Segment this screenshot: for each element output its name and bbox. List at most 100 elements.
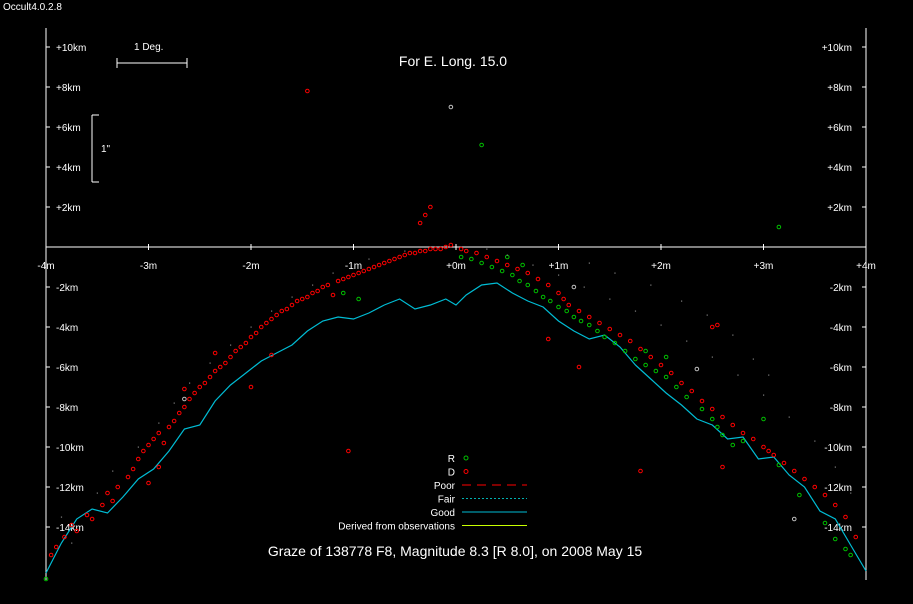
data-point	[89, 516, 95, 522]
data-point	[250, 326, 252, 328]
data-point	[499, 268, 505, 274]
data-point	[504, 262, 510, 268]
data-point	[766, 448, 771, 454]
series-misc	[182, 104, 797, 522]
data-point	[638, 346, 643, 352]
data-point	[112, 470, 114, 472]
data-point	[135, 456, 141, 462]
y-tick-label-right: +6km	[827, 123, 852, 134]
data-point	[822, 492, 828, 498]
y-tick-label-left: +8km	[56, 83, 81, 94]
x-tick-label: +3m	[754, 261, 774, 272]
y-tick-label-left: +2km	[56, 203, 81, 214]
data-point	[173, 402, 175, 404]
data-point	[566, 302, 572, 308]
data-point	[158, 422, 160, 424]
data-point	[607, 326, 613, 332]
data-point	[433, 246, 438, 252]
data-point	[279, 308, 285, 314]
data-point	[525, 282, 531, 288]
legend: RD Poor Fair Good Derived from observations	[338, 454, 527, 533]
data-point	[53, 544, 59, 550]
y-tick-label-right: -2km	[830, 283, 852, 294]
data-point	[417, 248, 423, 254]
legend-symbol	[463, 469, 469, 474]
y-tick-label-left: -4km	[56, 323, 78, 334]
data-point	[740, 438, 746, 444]
data-point	[848, 552, 853, 558]
data-point	[115, 484, 121, 490]
data-point	[171, 418, 177, 424]
data-point	[428, 246, 433, 252]
plot-frame	[45, 28, 867, 580]
data-point	[146, 442, 151, 448]
data-point	[730, 422, 736, 428]
data-point	[504, 254, 510, 260]
data-point	[571, 284, 577, 290]
data-point	[561, 296, 566, 302]
data-point	[814, 440, 816, 442]
data-point	[699, 406, 705, 412]
data-point	[96, 492, 98, 494]
legend-symbol	[463, 455, 469, 461]
data-point	[709, 406, 715, 412]
data-point	[212, 350, 218, 356]
data-point	[340, 290, 346, 296]
data-point	[506, 254, 508, 256]
data-point	[843, 514, 848, 520]
data-point	[43, 576, 49, 582]
data-point	[458, 246, 464, 252]
data-point	[62, 534, 67, 540]
data-point	[720, 464, 725, 470]
data-point	[274, 312, 279, 318]
x-tick-label: +0m	[446, 261, 466, 272]
y-tick-label-left: -2km	[56, 283, 78, 294]
data-point	[60, 516, 63, 518]
y-tick-label-right: -10km	[824, 443, 852, 454]
series-d	[48, 88, 859, 558]
data-point	[834, 466, 836, 468]
data-point	[484, 254, 490, 260]
data-point	[146, 480, 151, 486]
data-point	[212, 368, 218, 374]
x-tick-label: -4m	[37, 261, 54, 272]
data-point	[791, 516, 797, 522]
data-point	[660, 324, 662, 326]
data-point	[535, 276, 541, 282]
data-point	[715, 322, 720, 328]
data-point	[694, 366, 700, 372]
data-point	[771, 452, 777, 458]
data-point	[332, 272, 334, 274]
degree-scale-label: 1 Deg.	[134, 42, 163, 53]
data-point	[346, 274, 351, 280]
data-point	[556, 304, 561, 310]
data-point	[520, 262, 525, 268]
data-point	[720, 414, 725, 420]
y-tick-label-left: -14km	[56, 523, 84, 534]
data-point	[151, 436, 156, 442]
y-tick-label-left: -12km	[56, 483, 84, 494]
data-point	[614, 272, 616, 274]
y-tick-label-right: -4km	[830, 323, 852, 334]
data-point	[658, 362, 664, 368]
data-point	[791, 468, 797, 474]
data-point	[192, 390, 197, 396]
data-point	[223, 360, 228, 366]
data-point	[788, 416, 790, 418]
x-tick-label: -3m	[140, 261, 157, 272]
y-tick-label-left: +10km	[56, 43, 86, 54]
data-point	[583, 286, 585, 288]
data-point	[233, 348, 238, 354]
data-point	[366, 266, 372, 272]
data-point	[428, 204, 433, 210]
data-point	[422, 212, 428, 218]
data-point	[609, 298, 611, 300]
data-point	[571, 314, 577, 320]
data-point	[258, 324, 264, 330]
data-point	[633, 356, 638, 362]
data-point	[612, 340, 618, 346]
y-tick-label-right: -8km	[830, 403, 852, 414]
data-point	[489, 264, 495, 270]
data-point	[125, 474, 131, 480]
